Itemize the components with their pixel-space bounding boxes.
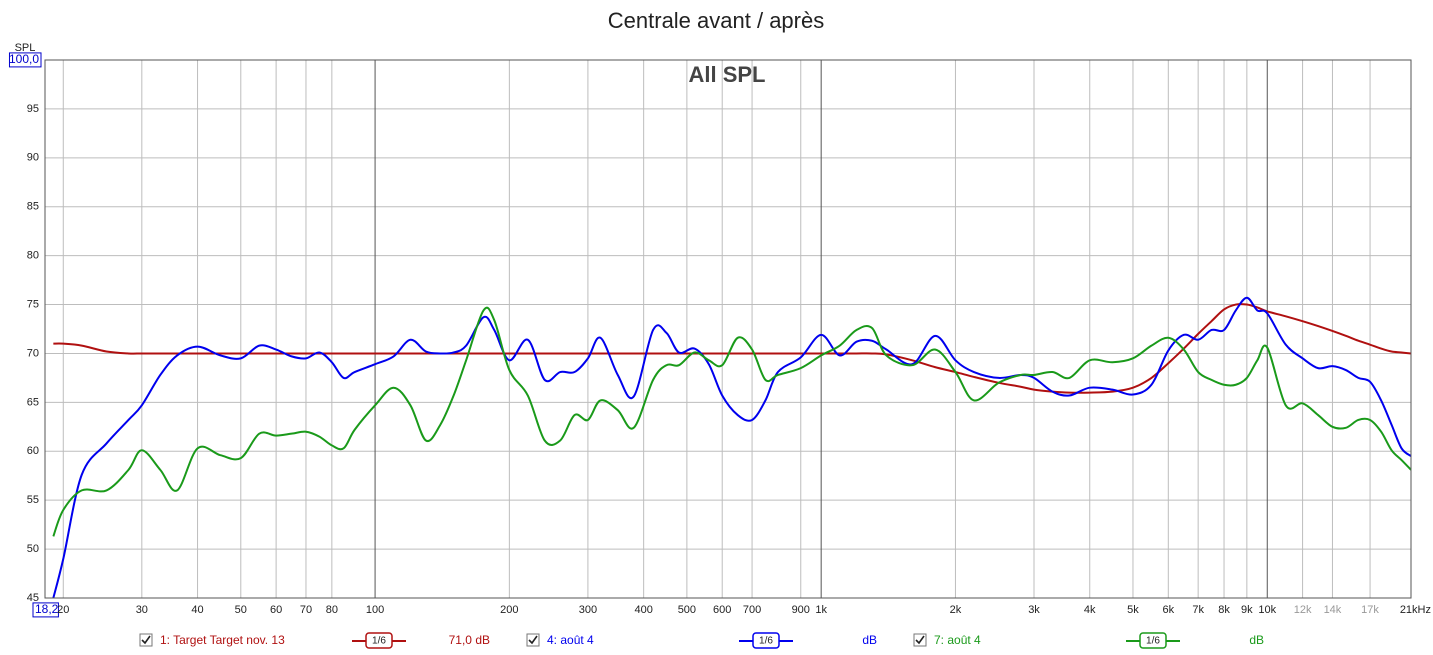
x-tick-label: 300 (579, 604, 597, 616)
subtitle: All SPL (688, 62, 765, 87)
x-tick-label: 9k (1241, 604, 1253, 616)
legend-smoothing: 1/6 (759, 636, 773, 647)
chart-title: Centrale avant / après (608, 8, 824, 33)
y-axis-label: SPL (15, 42, 36, 54)
x-tick-label: 50 (235, 604, 247, 616)
legend-label[interactable]: 1: Target Target nov. 13 (160, 633, 285, 647)
series-line (52, 296, 1411, 598)
x-tick-label: 14k (1324, 604, 1342, 616)
legend-check (915, 635, 925, 645)
y-tick-label: 95 (27, 103, 39, 115)
x-tick-label: 80 (326, 604, 338, 616)
legend-checkbox[interactable] (526, 633, 540, 647)
y-tick-label: 90 (27, 152, 39, 164)
limit-box (8, 52, 42, 68)
y-tick-label: 45 (27, 592, 39, 604)
legend-smoothing: 1/6 (1146, 636, 1160, 647)
x-tick-label: 600 (713, 604, 731, 616)
x-tick-label: 10k (1258, 604, 1276, 616)
plot-frame (44, 59, 1412, 599)
y-tick-label: 75 (27, 298, 39, 310)
legend-checkbox[interactable] (913, 633, 927, 647)
y-tick-label: 60 (27, 445, 39, 457)
y-tick-label: 100,0 (9, 52, 39, 66)
legend-level: dB (862, 633, 877, 647)
x-tick-label: 18,2 (35, 602, 59, 616)
y-tick-label: 70 (27, 347, 39, 359)
x-tick-label: 1k (815, 604, 827, 616)
axis-labels: 45 50 55 60 65 70 75 80 85 90 95 100,0 18,220 30 40 50 6… (8, 52, 1431, 618)
x-tick-label: 20 (57, 604, 69, 616)
plot-lines (52, 296, 1411, 598)
x-tick-label: 500 (678, 604, 696, 616)
x-tick-label: 6k (1162, 604, 1174, 616)
series-line (52, 306, 1411, 537)
x-tick-label: 900 (792, 604, 810, 616)
legend-level: dB (1249, 633, 1264, 647)
x-tick-label: 400 (634, 604, 652, 616)
legend: 1: Target Target nov. 13 1/6 71,0 dB 4: aoû… (139, 632, 1264, 649)
legend-check (141, 635, 151, 645)
legend-checkbox[interactable] (139, 633, 153, 647)
x-tick-label: 70 (300, 604, 312, 616)
legend-smoothing-box (752, 632, 780, 649)
x-tick-label: 3k (1028, 604, 1040, 616)
legend-check (528, 635, 538, 645)
legend-smoothing: 1/6 (372, 636, 386, 647)
x-tick-label: 7k (1192, 604, 1204, 616)
y-tick-label: 80 (27, 250, 39, 262)
limit-box (32, 602, 59, 618)
x-tick-label: 700 (743, 604, 761, 616)
y-tick-label: 65 (27, 396, 39, 408)
x-tick-label: 21kHz (1400, 604, 1431, 616)
x-tick-label: 40 (191, 604, 203, 616)
legend-label[interactable]: 4: août 4 (547, 633, 594, 647)
x-tick-label: 17k (1361, 604, 1379, 616)
legend-level: 71,0 dB (449, 633, 490, 647)
x-tick-label: 2k (950, 604, 962, 616)
x-tick-label: 100 (366, 604, 384, 616)
x-tick-label: 8k (1218, 604, 1230, 616)
x-tick-label: 12k (1294, 604, 1312, 616)
y-tick-label: 55 (27, 494, 39, 506)
x-tick-label: 5k (1127, 604, 1139, 616)
y-tick-label: 85 (27, 201, 39, 213)
x-tick-label: 30 (136, 604, 148, 616)
legend-smoothing-box (365, 632, 393, 649)
x-tick-label: 4k (1084, 604, 1096, 616)
legend-label[interactable]: 7: août 4 (934, 633, 981, 647)
y-tick-label: 50 (27, 543, 39, 555)
legend-smoothing-box (1139, 632, 1167, 649)
x-tick-label: 60 (270, 604, 282, 616)
x-tick-label: 200 (500, 604, 518, 616)
